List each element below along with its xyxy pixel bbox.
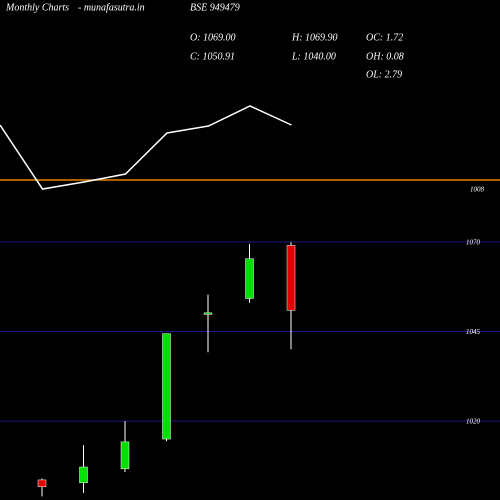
stat: H: 1069.90 bbox=[291, 32, 338, 43]
stat: L: 1040.00 bbox=[291, 51, 336, 62]
candle-body bbox=[245, 258, 254, 299]
stat: C: 1050.91 bbox=[190, 51, 235, 62]
chart-title: Monthly Charts bbox=[5, 2, 69, 13]
candle-body bbox=[37, 479, 47, 487]
y-tick-label: 1070 bbox=[466, 238, 481, 246]
stat: O: 1069.00 bbox=[190, 32, 236, 43]
stat: OL: 2.79 bbox=[366, 69, 402, 80]
level-label: 1008 bbox=[470, 186, 485, 194]
candle-body bbox=[203, 312, 213, 315]
candle-body bbox=[286, 245, 296, 311]
source: - munafasutra.in bbox=[78, 2, 145, 13]
stat: OC: 1.72 bbox=[366, 32, 403, 43]
indicator-line bbox=[0, 105, 292, 190]
y-tick-label: 1045 bbox=[466, 328, 481, 336]
stat: OH: 0.08 bbox=[366, 51, 404, 62]
y-tick-label: 1020 bbox=[466, 418, 481, 426]
symbol: BSE 949479 bbox=[190, 2, 240, 13]
candle-body bbox=[162, 333, 171, 440]
candle-body bbox=[120, 441, 130, 470]
candle-body bbox=[79, 466, 88, 484]
